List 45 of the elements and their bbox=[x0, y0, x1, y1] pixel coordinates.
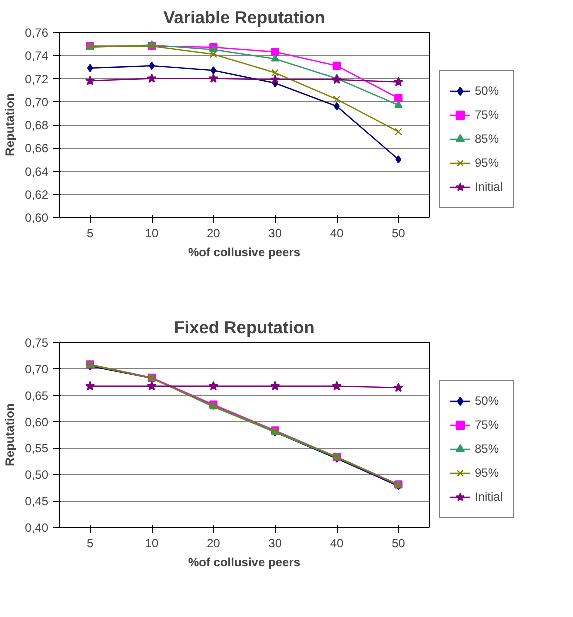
y-tick-label: 0,75 bbox=[25, 336, 49, 350]
y-tick-label: 0,50 bbox=[25, 468, 49, 482]
x-tick-label: 50 bbox=[392, 226, 406, 240]
y-tick-label: 0,74 bbox=[25, 49, 49, 64]
y-tick-label: 0,62 bbox=[25, 188, 49, 202]
x-tick-label: 40 bbox=[330, 536, 344, 550]
chart-title: Fixed Reputation bbox=[174, 318, 315, 338]
y-tick-label: 0,40 bbox=[25, 521, 49, 535]
legend-label: 75% bbox=[475, 108, 500, 122]
y-tick-label: 0,70 bbox=[25, 362, 49, 376]
chart-title: Variable Reputation bbox=[164, 8, 326, 28]
x-tick-label: 30 bbox=[268, 536, 282, 550]
y-tick-label: 0,45 bbox=[25, 494, 49, 509]
legend-label: Initial bbox=[475, 180, 504, 194]
x-tick-label: 10 bbox=[145, 536, 159, 550]
y-tick-label: 0,60 bbox=[25, 415, 49, 430]
x-tick-label: 50 bbox=[392, 536, 406, 550]
y-tick-label: 0,68 bbox=[25, 118, 49, 132]
y-tick-label: 0,60 bbox=[25, 211, 49, 225]
y-tick-label: 0,64 bbox=[25, 164, 49, 179]
y-tick-label: 0,76 bbox=[25, 26, 49, 40]
x-axis-title: %of collusive peers bbox=[188, 246, 301, 260]
y-axis-title: Reputation bbox=[3, 94, 18, 156]
x-tick-label: 20 bbox=[206, 536, 221, 550]
x-tick-label: 40 bbox=[330, 226, 344, 240]
legend-label: 75% bbox=[475, 418, 500, 432]
legend-label: 85% bbox=[475, 442, 500, 456]
legend-label: 50% bbox=[475, 394, 500, 408]
y-tick-label: 0,65 bbox=[25, 388, 49, 403]
y-tick-label: 0,72 bbox=[25, 72, 49, 86]
x-tick-label: 5 bbox=[86, 536, 94, 550]
legend-label: Initial bbox=[475, 490, 504, 504]
legend-label: 85% bbox=[475, 132, 500, 146]
legend-label: 95% bbox=[475, 156, 500, 170]
y-tick-label: 0,66 bbox=[25, 142, 49, 156]
y-axis-title: Reputation bbox=[3, 404, 18, 466]
y-tick-label: 0,70 bbox=[25, 95, 49, 110]
y-tick-label: 0,55 bbox=[25, 442, 49, 456]
legend-label: 95% bbox=[475, 466, 500, 480]
x-tick-label: 30 bbox=[268, 226, 282, 240]
legend-label: 50% bbox=[475, 84, 500, 98]
x-tick-label: 10 bbox=[145, 226, 159, 240]
x-tick-label: 5 bbox=[86, 226, 94, 240]
x-tick-label: 20 bbox=[206, 226, 221, 240]
x-axis-title: %of collusive peers bbox=[188, 556, 301, 570]
